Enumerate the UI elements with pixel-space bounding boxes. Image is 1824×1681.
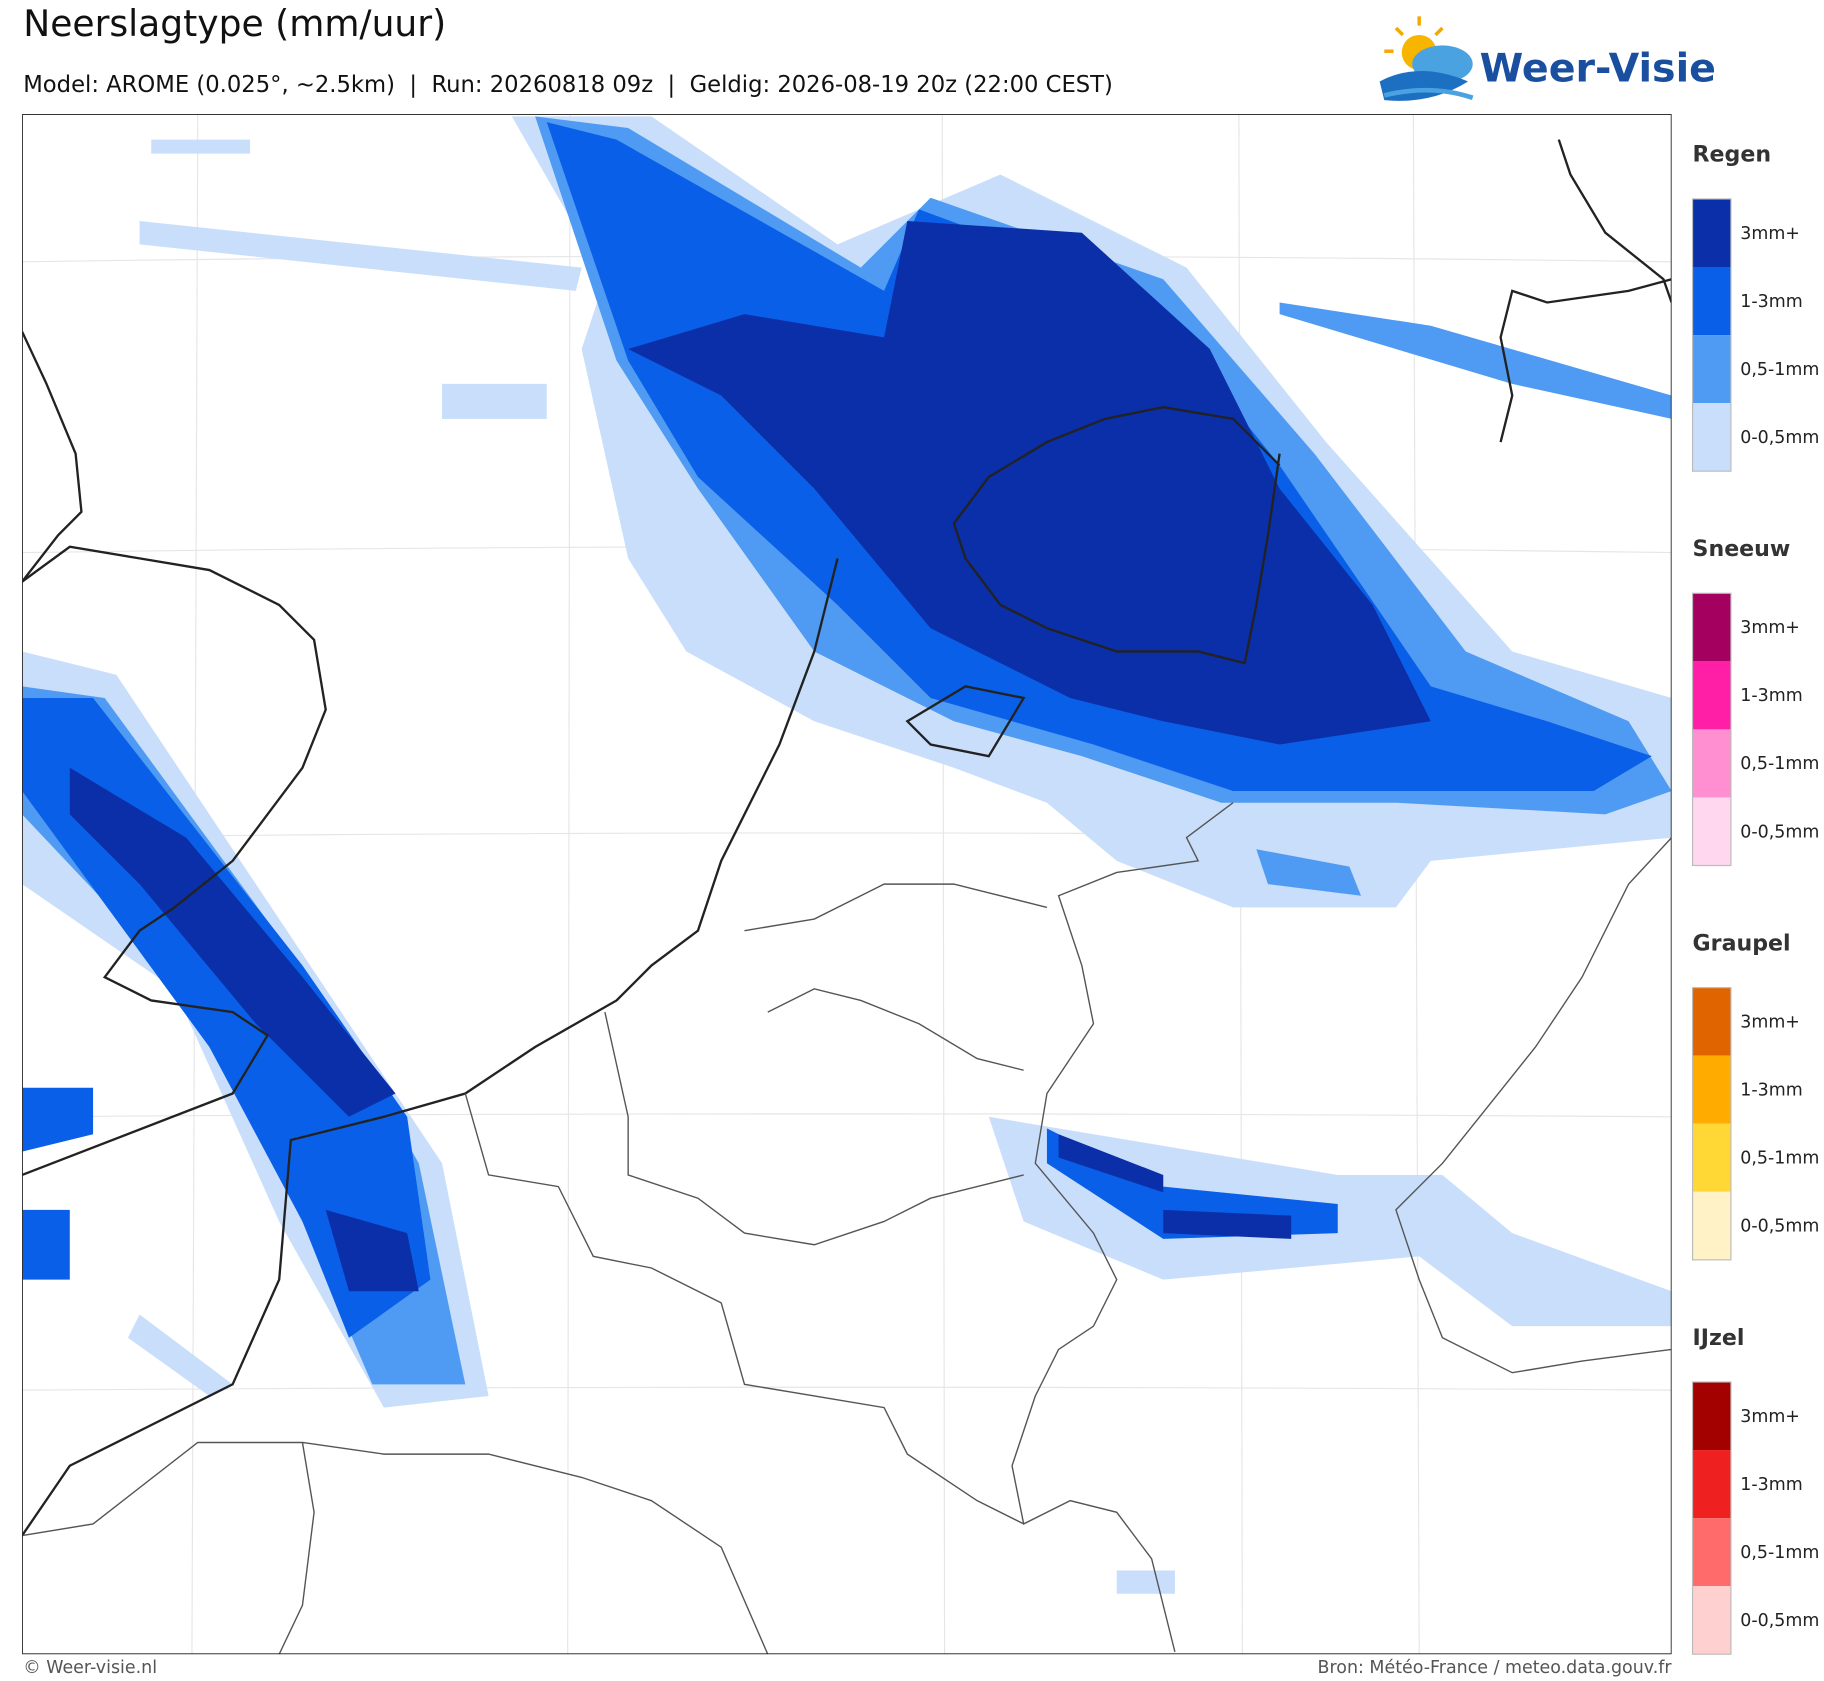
- legend-swatch: [1692, 797, 1731, 866]
- legend-swatch: [1692, 1586, 1731, 1655]
- legend-label: 0-0,5mm: [1740, 1217, 1819, 1237]
- legend-label: 0-0,5mm: [1740, 822, 1819, 842]
- legend-label: 3mm+: [1740, 618, 1800, 638]
- legend-label: 0-0,5mm: [1740, 428, 1819, 448]
- legend-swatch: [1692, 661, 1731, 730]
- legend-label: 3mm+: [1740, 1012, 1800, 1032]
- credit: © Weer-visie.nl: [23, 1658, 157, 1678]
- legend-title: Graupel: [1693, 930, 1791, 956]
- legend-frame: [1691, 987, 1732, 1261]
- legend-frame: [1691, 592, 1732, 867]
- logo-text: Weer-Visie: [1480, 45, 1716, 91]
- legend-swatch: [1692, 729, 1731, 798]
- legend-swatch: [1692, 1055, 1731, 1124]
- legend-label: 1-3mm: [1740, 1081, 1802, 1101]
- legend-swatch: [1692, 1382, 1731, 1451]
- logo: Weer-Visie: [1379, 16, 1716, 101]
- borders: [22, 802, 1672, 1655]
- legend-label: 0,5-1mm: [1740, 360, 1819, 380]
- legend-label: 0,5-1mm: [1740, 1149, 1819, 1169]
- subtitle: Model: AROME (0.025°, ~2.5km) | Run: 202…: [23, 72, 1113, 98]
- legend-swatch: [1692, 1518, 1731, 1587]
- source: Bron: Météo-France / meteo.data.gouv.fr: [1318, 1658, 1673, 1678]
- legend-swatch: [1692, 1191, 1731, 1260]
- rain-extreme: [69, 221, 1431, 1292]
- coastline: [22, 139, 1672, 1537]
- legend-label: 0,5-1mm: [1740, 754, 1819, 774]
- legend-label: 1-3mm: [1740, 686, 1802, 706]
- title: Neerslagtype (mm/uur): [23, 3, 446, 45]
- legend-swatch: [1692, 987, 1731, 1056]
- map: [22, 114, 1672, 1655]
- legend-label: 0-0,5mm: [1740, 1611, 1819, 1631]
- legend-swatch: [1692, 267, 1731, 336]
- legend-frame: [1691, 198, 1732, 472]
- legend-label: 3mm+: [1740, 224, 1800, 244]
- legend-swatch: [1692, 593, 1731, 662]
- legend-swatch: [1692, 1450, 1731, 1519]
- legend-label: 3mm+: [1740, 1407, 1800, 1427]
- legend-title: IJzel: [1693, 1325, 1745, 1351]
- legend-frame: [1691, 1381, 1732, 1655]
- legend-label: 1-3mm: [1740, 292, 1802, 312]
- legend-label: 1-3mm: [1740, 1475, 1802, 1495]
- legend-swatch: [1692, 1123, 1731, 1192]
- legend-swatch: [1692, 403, 1731, 472]
- legend-swatch: [1692, 198, 1731, 268]
- legend-swatch: [1692, 335, 1731, 404]
- legend-title: Sneeuw: [1693, 536, 1791, 562]
- legend-title: Regen: [1693, 142, 1772, 168]
- legend-label: 0,5-1mm: [1740, 1543, 1819, 1563]
- legend: Regen 3mm+ 1-3mm 0,5-1mm 0-0,5mm Sneeuw 3mm+ 1-…: [1691, 142, 1819, 1655]
